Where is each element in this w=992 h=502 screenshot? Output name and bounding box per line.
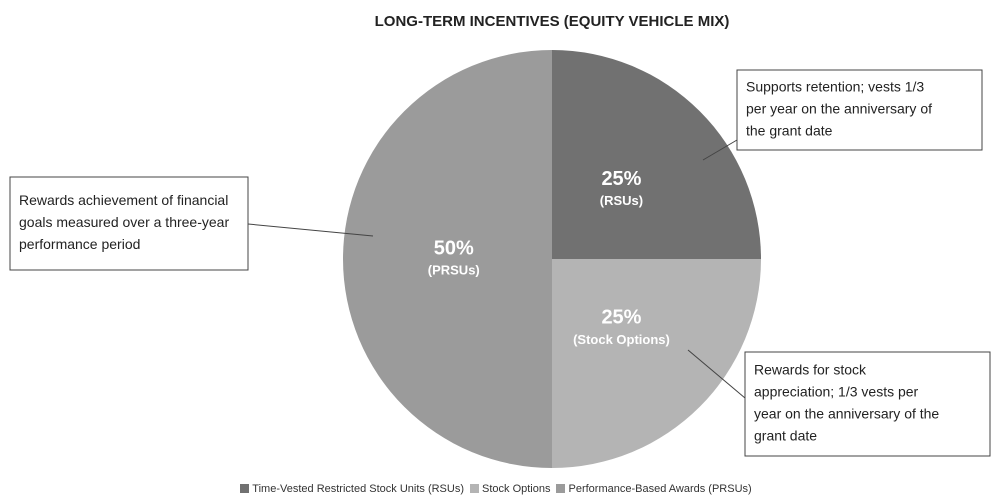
legend-item: Time-Vested Restricted Stock Units (RSUs… <box>240 483 464 495</box>
callout-text: year on the anniversary of the <box>754 406 939 422</box>
callout-text: appreciation; 1/3 vests per <box>754 384 919 400</box>
legend-swatch <box>556 484 566 493</box>
callout-text: Supports retention; vests 1/3 <box>746 79 924 95</box>
callout-text: per year on the anniversary of <box>746 101 932 117</box>
callout-box <box>736 69 983 151</box>
callout-text: Rewards achievement of financial <box>19 192 228 208</box>
legend: Time-Vested Restricted Stock Units (RSUs… <box>0 483 992 495</box>
callout-text: goals measured over a three-year <box>19 214 229 230</box>
leader-line <box>687 349 746 399</box>
slice-label: (Stock Options) <box>573 332 670 347</box>
legend-item: Stock Options <box>470 483 550 495</box>
legend-swatch <box>470 484 479 493</box>
legend-item: Performance-Based Awards (PRSUs) <box>556 483 752 495</box>
chart-title: LONG-TERM INCENTIVES (EQUITY VEHICLE MIX… <box>375 13 730 30</box>
chart: LONG-TERM INCENTIVES (EQUITY VEHICLE MIX… <box>9 13 991 468</box>
value-label: 25% <box>601 168 641 190</box>
leader-line <box>702 139 738 161</box>
callout-box <box>744 351 991 457</box>
leader-line <box>247 223 374 237</box>
callout-text: performance period <box>19 236 140 252</box>
pie-slice <box>343 50 552 468</box>
value-label: 25% <box>601 307 641 329</box>
legend-label: Stock Options <box>482 483 551 495</box>
callout-box <box>9 176 249 271</box>
legend-label: Performance-Based Awards (PRSUs) <box>568 483 752 495</box>
value-label: 50% <box>434 237 474 259</box>
pie-slice <box>552 50 761 259</box>
legend-swatch <box>240 484 250 493</box>
slice-label: (PRSUs) <box>428 262 480 277</box>
slice-label: (RSUs) <box>600 193 643 208</box>
callout-text: the grant date <box>746 123 833 139</box>
legend-label: Time-Vested Restricted Stock Units (RSUs… <box>252 483 464 495</box>
callout-text: Rewards for stock <box>754 362 867 378</box>
callout-text: grant date <box>754 428 817 444</box>
pie-slice <box>552 259 761 468</box>
